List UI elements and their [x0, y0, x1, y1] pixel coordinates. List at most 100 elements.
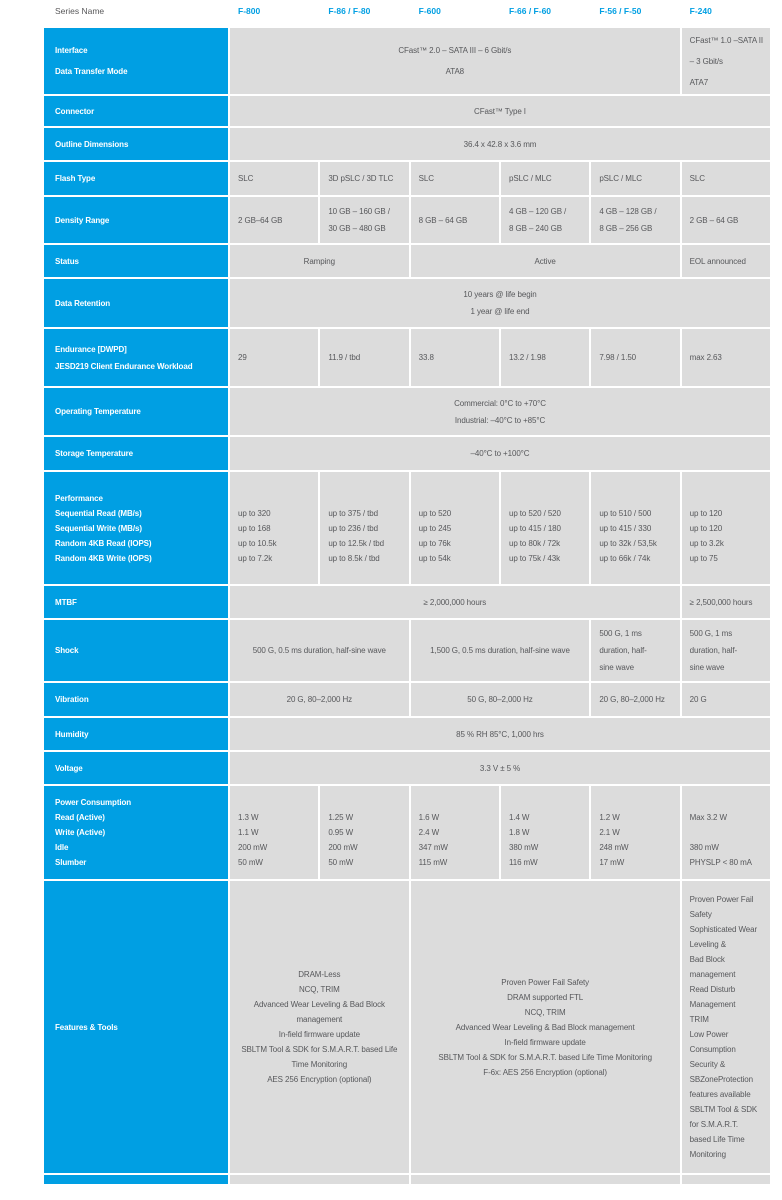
row-label-voltage: Voltage	[44, 752, 228, 784]
cell-line: Ramping	[303, 256, 335, 266]
cell-line: SBLTM Tool & SDK for S.M.A.R.T. based Li…	[438, 1052, 652, 1062]
row-label-line: Density Range	[55, 215, 110, 225]
row-label-line: Random 4KB Read (IOPS)	[55, 538, 152, 548]
cell-line: up to 168	[238, 523, 271, 533]
table-cell	[681, 1175, 770, 1184]
cell-line: SBLTM Tool & SDK for S.M.A.R.T. based Li…	[241, 1045, 398, 1054]
cell-line: 17 mW	[599, 858, 625, 867]
row-power-consumption: Power Consumption Read (Active) Write (Act…	[44, 786, 770, 879]
cell-line: SLC	[238, 174, 254, 183]
table-cell: 10 years @ life begin 1 year @ life end	[230, 279, 770, 327]
table-cell: pSLC / MLC	[591, 162, 680, 195]
cell-line: 11.9 / tbd	[328, 353, 361, 362]
table-cell: EOL announced	[681, 245, 770, 277]
row-interface: Interface Data Transfer Mode CFast™ 2.0 – …	[44, 28, 770, 94]
row-label-line: Flash Type	[55, 174, 96, 183]
cell-line: Commercial: 0°C to +70°C	[454, 398, 546, 408]
cell-line: 20 G, 80–2,000 Hz	[286, 695, 353, 704]
cell-line: 1.4 W	[508, 813, 530, 822]
cell-line: 30 GB – 480 GB	[328, 224, 386, 233]
row-label-status: Status	[44, 245, 228, 277]
table-cell: up to 520 / 520 up to 415 / 180 up to 80k …	[500, 472, 590, 584]
row-label-power-consumption: Power Consumption Read (Active) Write (Act…	[44, 786, 228, 879]
cell-line: 20 G	[689, 695, 707, 704]
row-vibration: Vibration 20 G, 80–2,000 Hz 50 G, 80–2,000…	[44, 683, 770, 716]
row-data-retention: Data Retention 10 years @ life begin 1 yea…	[44, 279, 770, 327]
cell-line: up to 120	[689, 508, 723, 518]
row-label-line: Write (Active)	[55, 828, 106, 837]
cell-line: up to 10.5k	[238, 538, 277, 548]
row-label-line: Random 4KB Write (IOPS)	[55, 553, 152, 563]
table-cell: ≥ 2,500,000 hours	[681, 586, 770, 618]
table-cell: 85 % RH 85°C, 1,000 hrs	[230, 718, 770, 750]
table-cell: up to 375 / tbd up to 236 / tbd up to 12.5…	[320, 472, 409, 584]
cell-line: Proven Power Fail Safety	[501, 977, 590, 987]
cell-line: 8 GB – 256 GB	[599, 224, 653, 233]
column-header-f-240: F-240	[689, 6, 712, 16]
table-cell: 4 GB – 120 GB / 8 GB – 240 GB	[500, 197, 590, 243]
table-cell: 50 G, 80–2,000 Hz	[410, 683, 590, 716]
cell-line: SBZoneProtection	[689, 1075, 753, 1084]
cell-line: sine wave	[599, 663, 634, 672]
cell-line: SLC	[689, 174, 705, 183]
cell-line: EOL announced	[689, 256, 746, 266]
cell-line: up to 415 / 180	[508, 523, 561, 533]
cell-line-spacer	[238, 491, 310, 506]
cell-line: up to 236 / tbd	[328, 523, 378, 533]
cell-line: up to 7.2k	[238, 553, 273, 563]
table-cell: 1.6 W 2.4 W 347 mW 115 mW	[410, 786, 499, 879]
row-label-line: Operating Temperature	[55, 407, 141, 416]
cell-line: 2.1 W	[599, 828, 620, 837]
row-label-storage-temperature: Storage Temperature	[44, 437, 228, 470]
cell-line: 7.98 / 1.50	[599, 353, 637, 362]
table-cell: –40°C to +100°C	[230, 437, 770, 470]
cell-line: In-field firmware update	[278, 1030, 360, 1039]
cell-line: 1.8 W	[508, 828, 530, 837]
cell-line: 3.3 V ± 5 %	[479, 763, 521, 773]
cell-line: F-6x: AES 256 Encryption (optional)	[483, 1067, 607, 1077]
cell-line: 116 mW	[508, 858, 538, 867]
row-label-features-tools: Features & Tools	[44, 881, 228, 1173]
cell-line-spacer	[328, 491, 400, 506]
cell-line: 347 mW	[418, 843, 448, 852]
table-cell: pSLC / MLC	[500, 162, 590, 195]
table-cell: ≥ 2,000,000 hours	[230, 586, 680, 618]
cell-line: 36.4 x 42.8 x 3.6 mm	[463, 139, 537, 149]
table-cell: 1.25 W 0.95 W 200 mW 50 mW	[320, 786, 409, 879]
cell-line: Sophisticated Wear	[689, 925, 758, 934]
table-cell: 2 GB – 64 GB	[681, 197, 770, 243]
row-label-connector: Connector	[44, 96, 228, 126]
series-name-label: Series Name	[55, 6, 105, 16]
cell-line: Max 3.2 W	[689, 813, 727, 822]
cell-line: Safety	[689, 910, 712, 919]
cell-line: 13.2 / 1.98	[508, 353, 546, 362]
cell-line: 200 mW	[238, 843, 268, 852]
row-label-line: Voltage	[55, 763, 83, 773]
cell-line: –40°C to +100°C	[470, 449, 530, 458]
table-cell: 500 G, 1 ms duration, half-sine wave	[681, 620, 770, 681]
row-label-shock: Shock	[44, 620, 228, 681]
cell-line: up to 8.5k / tbd	[328, 553, 380, 563]
cell-line: Proven Power Fail	[689, 895, 754, 904]
cell-line: 10 years @ life begin	[463, 290, 537, 299]
table-cell: 500 G, 1 ms duration, half-sine wave	[591, 620, 680, 681]
row-label-line: Shock	[55, 646, 79, 655]
cell-line: 1.6 W	[418, 813, 440, 822]
cell-line: management	[689, 970, 736, 979]
cell-line: Leveling &	[689, 940, 727, 949]
row-label-line: Performance	[55, 493, 103, 503]
table-cell: SLC	[230, 162, 319, 195]
table-cell: up to 510 / 500 up to 415 / 330 up to 32k …	[591, 472, 680, 584]
table-cell: SLC	[410, 162, 499, 195]
table-cell: 3.3 V ± 5 %	[230, 752, 770, 784]
table-cell: 10 GB – 160 GB / 30 GB – 480 GB	[320, 197, 409, 243]
table-cell: Proven Power Fail Safety DRAM supported F…	[410, 881, 680, 1173]
table-cell: 8 GB – 64 GB	[410, 197, 499, 243]
row-features-tools: Features & Tools DRAM-Less NCQ, TRIM Advanc…	[44, 881, 770, 1173]
cell-line: pSLC / MLC	[599, 174, 642, 183]
table-cell: Active	[410, 245, 680, 277]
cell-line: 10 GB – 160 GB /	[328, 207, 390, 216]
table-cell: SLC	[681, 162, 770, 195]
cell-line: TRIM	[689, 1015, 709, 1024]
